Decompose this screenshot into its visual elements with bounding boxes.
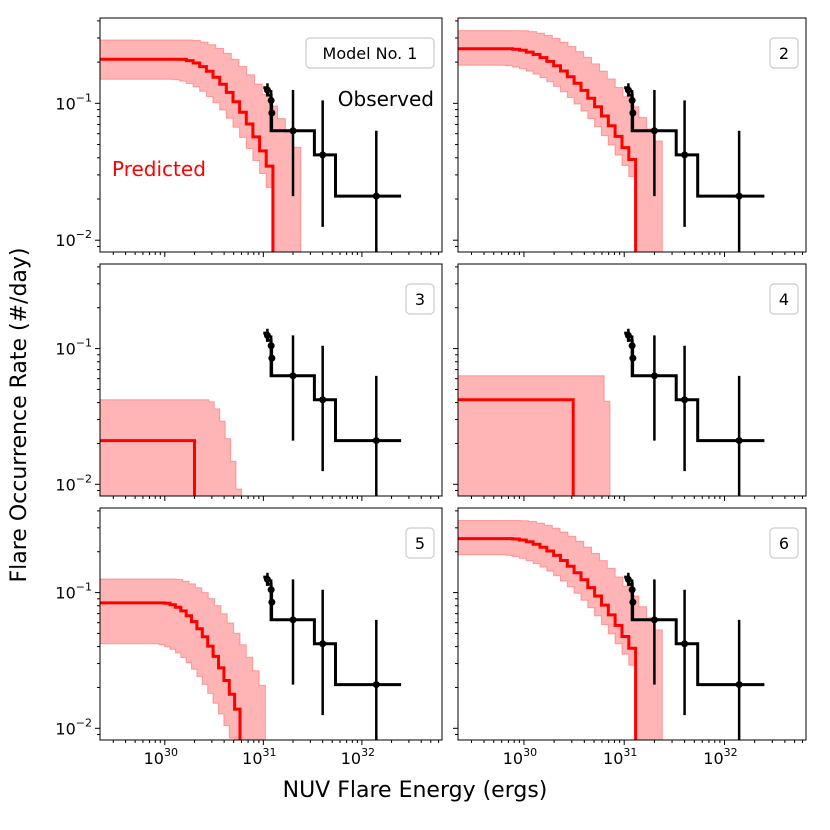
predicted-band bbox=[458, 30, 663, 252]
observed-point bbox=[268, 109, 276, 117]
observed-point bbox=[289, 372, 297, 380]
observed-point bbox=[372, 681, 380, 689]
predicted-line bbox=[458, 398, 575, 496]
predicted-line bbox=[458, 47, 638, 252]
y-tick-label: 10−1 bbox=[55, 337, 92, 359]
observed-point bbox=[372, 437, 380, 445]
panel-label-box bbox=[405, 527, 435, 559]
panel-4: 4 bbox=[453, 263, 807, 501]
y-tick-label: 10−1 bbox=[55, 91, 92, 113]
plot-area bbox=[458, 328, 765, 496]
observed-line bbox=[263, 331, 402, 443]
observed-point bbox=[629, 598, 637, 606]
observed-point bbox=[624, 86, 632, 94]
observed-point bbox=[319, 640, 327, 648]
panel-label: 4 bbox=[779, 290, 789, 309]
y-tick-label: 10−2 bbox=[55, 716, 92, 738]
observed-point bbox=[650, 127, 658, 135]
panel-frame bbox=[99, 17, 443, 253]
panel-label-box bbox=[405, 283, 435, 315]
plot-area bbox=[100, 39, 402, 252]
plot-area bbox=[100, 328, 402, 496]
predicted-band bbox=[100, 578, 266, 740]
x-tick-label: 1030 bbox=[503, 746, 537, 768]
panel-label: 5 bbox=[415, 534, 425, 553]
panel-frame bbox=[457, 507, 807, 741]
observed-point bbox=[681, 151, 689, 159]
observed-point bbox=[629, 109, 637, 117]
panel-label: 2 bbox=[779, 44, 789, 63]
panel-1: 10−1 10−2 Model No. 1 Observed Predicted bbox=[55, 17, 443, 257]
panel-frame bbox=[457, 263, 807, 497]
predicted-line bbox=[100, 439, 196, 496]
predicted-band bbox=[458, 375, 611, 496]
observed-annotation: Observed bbox=[338, 87, 434, 111]
panel-label: 6 bbox=[779, 534, 789, 553]
observed-point bbox=[263, 575, 271, 583]
observed-point bbox=[289, 127, 297, 135]
x-tick-label: 1032 bbox=[703, 746, 737, 768]
x-axis-label: NUV Flare Energy (ergs) bbox=[283, 778, 548, 803]
plot-area bbox=[458, 520, 765, 740]
plot-area bbox=[100, 572, 402, 740]
observed-line bbox=[263, 575, 402, 687]
plot-area bbox=[458, 30, 765, 252]
y-tick-label: 10−2 bbox=[55, 472, 92, 494]
panel-5: 10−1 10−2 1030 1031 1032 5 bbox=[55, 507, 443, 768]
predicted-band bbox=[100, 399, 242, 496]
panel-frame bbox=[99, 507, 443, 741]
panel-3: 10−1 10−2 3 bbox=[55, 263, 443, 501]
observed-point bbox=[624, 331, 632, 339]
observed-point bbox=[629, 354, 637, 362]
observed-line bbox=[624, 331, 765, 443]
x-tick-label: 1032 bbox=[341, 746, 375, 768]
predicted-line bbox=[100, 601, 242, 740]
x-tick-label: 1031 bbox=[603, 746, 637, 768]
observed-point bbox=[268, 598, 276, 606]
observed-point bbox=[263, 86, 271, 94]
observed-point bbox=[735, 437, 743, 445]
predicted-line bbox=[458, 537, 638, 740]
observed-point bbox=[319, 151, 327, 159]
y-tick-label: 10−1 bbox=[55, 581, 92, 603]
panel-label-box bbox=[769, 527, 799, 559]
panel-2: 2 bbox=[453, 17, 807, 257]
observed-point bbox=[681, 396, 689, 404]
panel-frame bbox=[457, 17, 807, 253]
panel-6: 1030 1031 1032 6 bbox=[453, 507, 807, 768]
observed-point bbox=[268, 354, 276, 362]
predicted-annotation: Predicted bbox=[112, 157, 206, 181]
predicted-band bbox=[100, 39, 302, 252]
observed-point bbox=[624, 575, 632, 583]
panel-label-box bbox=[305, 37, 435, 69]
x-tick-label: 1031 bbox=[242, 746, 276, 768]
observed-point bbox=[263, 331, 271, 339]
panel-label-box bbox=[769, 37, 799, 69]
observed-point bbox=[650, 372, 658, 380]
predicted-band bbox=[458, 520, 663, 740]
x-tick-label: 1030 bbox=[144, 746, 178, 768]
observed-point bbox=[735, 681, 743, 689]
observed-point bbox=[319, 396, 327, 404]
y-axis-label: Flare Occurrence Rate (#/day) bbox=[7, 247, 32, 582]
observed-point bbox=[681, 640, 689, 648]
panel-label-box bbox=[769, 283, 799, 315]
y-tick-label: 10−2 bbox=[55, 228, 92, 250]
panel-frame bbox=[99, 263, 443, 497]
observed-point bbox=[735, 192, 743, 200]
panel-label: 3 bbox=[415, 290, 425, 309]
predicted-line bbox=[100, 57, 275, 252]
observed-point bbox=[372, 192, 380, 200]
observed-point bbox=[289, 616, 297, 624]
panel-label: Model No. 1 bbox=[323, 44, 418, 63]
observed-point bbox=[650, 616, 658, 624]
panels: 10−1 10−2 Model No. 1 Observed Predicted 2 10−… bbox=[55, 17, 807, 768]
